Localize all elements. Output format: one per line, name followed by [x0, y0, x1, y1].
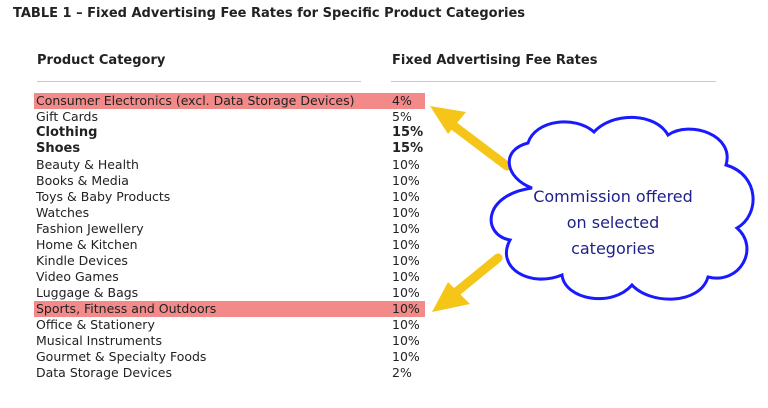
callout-text: Commission offered on selected categorie…: [508, 184, 718, 262]
rate-cell: 10%: [392, 205, 420, 220]
category-cell: Gift Cards: [36, 109, 98, 124]
category-cell: Shoes: [36, 141, 81, 156]
table-row: Books & Media 10%: [0, 173, 768, 189]
table-row: Video Games 10%: [0, 269, 768, 285]
rate-cell: 10%: [392, 285, 420, 300]
category-cell: Data Storage Devices: [36, 365, 172, 380]
callout-line-1: Commission offered: [533, 187, 693, 206]
category-cell: Toys & Baby Products: [36, 189, 171, 204]
category-cell: Consumer Electronics (excl. Data Storage…: [36, 93, 355, 108]
table-row: Shoes 15%: [0, 141, 768, 157]
category-cell: Kindle Devices: [36, 253, 128, 268]
table-row: Watches 10%: [0, 205, 768, 221]
rate-cell: 5%: [392, 109, 412, 124]
category-cell: Clothing: [36, 125, 98, 140]
table-row: Data Storage Devices 2%: [0, 365, 768, 381]
rate-cell: 10%: [392, 317, 420, 332]
category-cell: Books & Media: [36, 173, 129, 188]
rate-cell: 10%: [392, 349, 420, 364]
table-row: Toys & Baby Products 10%: [0, 189, 768, 205]
header-divider-category: [37, 81, 361, 82]
table-row: Clothing 15%: [0, 125, 768, 141]
category-cell: Luggage & Bags: [36, 285, 139, 300]
table-row: Home & Kitchen 10%: [0, 237, 768, 253]
table-row: Sports, Fitness and Outdoors 10%: [0, 301, 768, 317]
category-cell: Beauty & Health: [36, 157, 139, 172]
rate-cell: 10%: [392, 269, 420, 284]
table-row: Office & Stationery 10%: [0, 317, 768, 333]
rate-cell: 10%: [392, 221, 420, 236]
rate-cell: 10%: [392, 253, 420, 268]
table-row: Gift Cards 5%: [0, 109, 768, 125]
rate-cell: 4%: [392, 93, 412, 108]
table-row: Beauty & Health 10%: [0, 157, 768, 173]
rate-cell: 10%: [392, 157, 420, 172]
table-title: TABLE 1 – Fixed Advertising Fee Rates fo…: [13, 6, 526, 21]
rate-cell: 15%: [392, 141, 424, 156]
row-highlight: [34, 301, 425, 317]
category-cell: Office & Stationery: [36, 317, 155, 332]
row-highlight: [34, 93, 425, 109]
fee-table-body: Consumer Electronics (excl. Data Storage…: [0, 93, 768, 381]
header-divider-rate: [391, 81, 716, 82]
table-row: Luggage & Bags 10%: [0, 285, 768, 301]
rate-cell: 2%: [392, 365, 412, 380]
category-cell: Video Games: [36, 269, 119, 284]
rate-cell: 15%: [392, 125, 424, 140]
callout-line-2: on selected: [566, 213, 660, 232]
table-row: Kindle Devices 10%: [0, 253, 768, 269]
table-row: Fashion Jewellery 10%: [0, 221, 768, 237]
table-row: Gourmet & Specialty Foods 10%: [0, 349, 768, 365]
rate-cell: 10%: [392, 173, 420, 188]
table-row: Consumer Electronics (excl. Data Storage…: [0, 93, 768, 109]
rate-cell: 10%: [392, 333, 420, 348]
category-cell: Musical Instruments: [36, 333, 162, 348]
category-cell: Sports, Fitness and Outdoors: [36, 301, 217, 316]
column-header-category: Product Category: [37, 53, 166, 68]
column-header-rate: Fixed Advertising Fee Rates: [392, 53, 598, 68]
callout-line-3: categories: [571, 239, 655, 258]
rate-cell: 10%: [392, 301, 420, 316]
table-row: Musical Instruments 10%: [0, 333, 768, 349]
category-cell: Home & Kitchen: [36, 237, 138, 252]
category-cell: Gourmet & Specialty Foods: [36, 349, 207, 364]
rate-cell: 10%: [392, 189, 420, 204]
category-cell: Watches: [36, 205, 90, 220]
category-cell: Fashion Jewellery: [36, 221, 144, 236]
rate-cell: 10%: [392, 237, 420, 252]
